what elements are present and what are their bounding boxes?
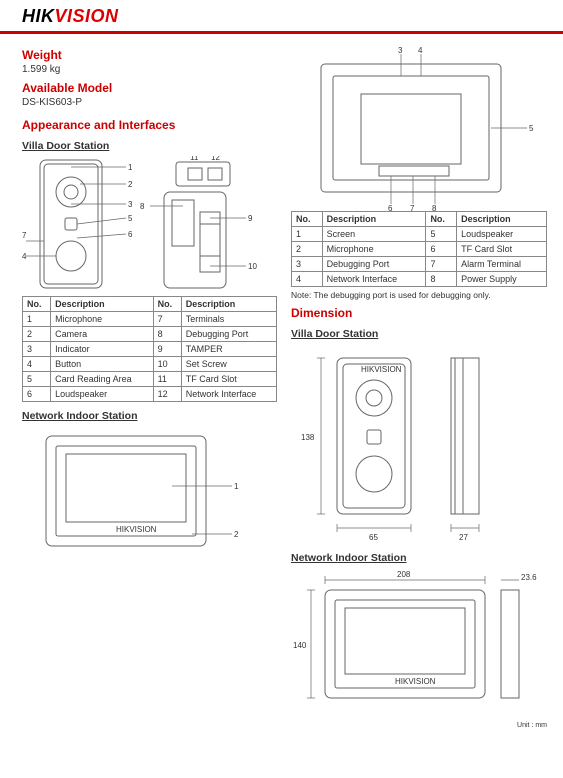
table-row: 4Button10Set Screw <box>23 357 277 372</box>
dim-indoor-d: 23.6 <box>521 573 537 582</box>
appearance-heading: Appearance and Interfaces <box>22 118 277 132</box>
villa-dimension-diagram: HIKVISION 138 65 27 <box>291 344 531 544</box>
brand-logo: HIKVISION <box>22 6 547 27</box>
th-no: No. <box>153 297 181 312</box>
dim-indoor-w: 208 <box>397 570 411 579</box>
callout: 1 <box>234 482 239 491</box>
indoor-note: Note: The debugging port is used for deb… <box>291 290 547 300</box>
villa-heading-left: Villa Door Station <box>22 140 277 152</box>
table-row: 2Camera8Debugging Port <box>23 327 277 342</box>
weight-heading: Weight <box>22 48 277 62</box>
indoor-back-diagram: 3 4 5 6 7 8 <box>291 46 541 211</box>
callout: 3 <box>398 46 403 55</box>
callout: 2 <box>234 530 239 539</box>
villa-front-diagram: 1 2 3 5 7 4 6 <box>22 156 132 296</box>
villa-back-diagram: 11 12 8 9 10 <box>138 156 258 296</box>
table-row: 3Indicator9TAMPER <box>23 342 277 357</box>
table-row: 6Loudspeaker12Network Interface <box>23 387 277 402</box>
dimension-heading: Dimension <box>291 306 547 320</box>
table-row: 2Microphone6TF Card Slot <box>292 242 547 257</box>
callout: 1 <box>128 163 132 172</box>
callout: 12 <box>211 156 220 162</box>
callout: 8 <box>140 202 145 211</box>
callout: 7 <box>22 231 27 240</box>
dim-villa-w: 65 <box>369 533 378 542</box>
callout: 10 <box>248 262 257 271</box>
callout: 6 <box>128 230 132 239</box>
table-row: 5Card Reading Area11TF Card Slot <box>23 372 277 387</box>
indoor-front-diagram: 1 2 HIKVISION <box>22 426 242 566</box>
table-row: 4Network Interface8Power Supply <box>292 272 547 287</box>
callout: 5 <box>529 124 534 133</box>
callout: 2 <box>128 180 132 189</box>
th-no: No. <box>426 212 457 227</box>
villa-parts-table: No. Description No. Description 1Microph… <box>22 296 277 402</box>
th-desc: Description <box>457 212 547 227</box>
indoor-dimension-diagram: HIKVISION 208 23.6 140 <box>291 568 541 718</box>
callout: 8 <box>432 204 437 211</box>
callout: 6 <box>388 204 393 211</box>
table-row: 3Debugging Port7Alarm Terminal <box>292 257 547 272</box>
callout: 3 <box>128 200 132 209</box>
villa-appearance-diagram: 1 2 3 5 7 4 6 11 12 <box>22 156 277 296</box>
callout: 9 <box>248 214 253 223</box>
dim-villa-h: 138 <box>301 433 315 442</box>
brand-part2: VISION <box>55 6 119 26</box>
th-desc: Description <box>181 297 276 312</box>
villa-heading-right: Villa Door Station <box>291 328 547 340</box>
table-row: 1Microphone7Terminals <box>23 312 277 327</box>
weight-value: 1.599 kg <box>22 64 277 75</box>
brand-on-device: HIKVISION <box>361 365 402 374</box>
callout: 11 <box>190 156 199 162</box>
model-value: DS-KIS603-P <box>22 97 277 108</box>
accent-rule <box>0 31 563 34</box>
th-desc: Description <box>322 212 426 227</box>
indoor-heading-right: Network Indoor Station <box>291 552 547 564</box>
dim-villa-d: 27 <box>459 533 468 542</box>
callout: 7 <box>410 204 415 211</box>
th-no: No. <box>23 297 51 312</box>
dim-indoor-h: 140 <box>293 641 307 650</box>
indoor-parts-table: No. Description No. Description 1Screen5… <box>291 211 547 287</box>
model-heading: Available Model <box>22 81 277 95</box>
table-row: 1Screen5Loudspeaker <box>292 227 547 242</box>
th-no: No. <box>292 212 323 227</box>
brand-on-device: HIKVISION <box>116 525 157 534</box>
callout: 4 <box>418 46 423 55</box>
callout: 4 <box>22 252 27 261</box>
indoor-heading-left: Network Indoor Station <box>22 410 277 422</box>
brand-on-device: HIKVISION <box>395 677 436 686</box>
brand-part1: HIK <box>22 6 55 26</box>
callout: 5 <box>128 214 132 223</box>
unit-note: Unit : mm <box>291 722 547 729</box>
th-desc: Description <box>51 297 153 312</box>
